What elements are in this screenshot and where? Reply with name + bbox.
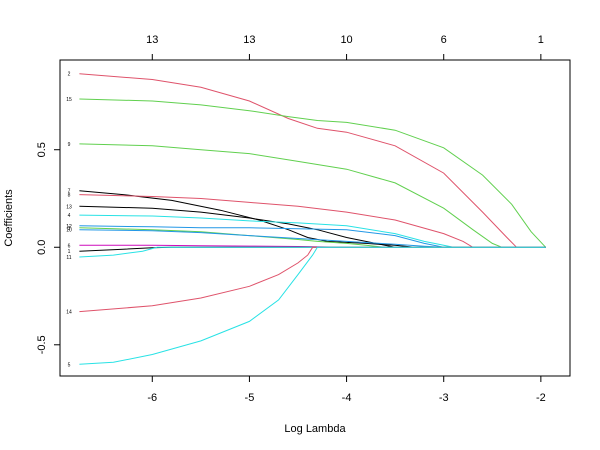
series-label-14: 14 <box>66 310 72 316</box>
series-label-1: 1 <box>68 249 71 255</box>
series-label-5: 5 <box>68 362 71 368</box>
series-label-4: 4 <box>68 213 71 219</box>
series-line-3 <box>79 227 546 248</box>
y-tick-label: -0.5 <box>36 335 48 354</box>
series-label-10: 10 <box>66 228 72 234</box>
series-line-7 <box>79 190 546 248</box>
x-tick-label: -6 <box>147 392 157 404</box>
plot-frame <box>59 59 571 377</box>
series-label-2: 2 <box>68 72 71 78</box>
series-line-9 <box>79 143 546 248</box>
top-tick-label: 10 <box>340 34 352 46</box>
top-tick-label: 6 <box>441 34 447 46</box>
series-line-14 <box>79 246 546 313</box>
x-axis-title: Log Lambda <box>284 423 346 435</box>
series-label-6: 6 <box>68 243 71 249</box>
series-label-12: 12 <box>66 224 72 230</box>
series-label-13: 13 <box>66 204 72 210</box>
x-axis: -6 -5 -4 -3 -2 <box>147 376 546 404</box>
top-axis: 13 13 10 6 1 <box>146 34 544 60</box>
series-label-3: 3 <box>68 226 71 232</box>
series-line-4 <box>79 214 546 248</box>
top-tick-label: 13 <box>243 34 255 46</box>
series-line-12 <box>79 225 546 248</box>
series-label-7: 7 <box>68 189 71 195</box>
series-label-15: 15 <box>66 97 72 103</box>
x-tick-label: -4 <box>342 392 352 404</box>
series-label-11: 11 <box>66 255 71 261</box>
y-tick-label: 0.0 <box>36 240 48 255</box>
series-label-8: 8 <box>68 193 71 199</box>
series-line-8 <box>79 194 546 248</box>
y-axis: -0.5 0.0 0.5 <box>36 142 60 354</box>
y-axis-title: Coefficients <box>3 189 15 247</box>
series-line-15 <box>79 98 547 248</box>
x-tick-label: -3 <box>439 392 449 404</box>
series-line-11 <box>79 246 546 258</box>
series-lines <box>79 73 547 365</box>
x-tick-label: -2 <box>536 392 546 404</box>
x-tick-label: -5 <box>245 392 255 404</box>
series-line-5 <box>79 246 546 365</box>
series-label-9: 9 <box>68 142 71 148</box>
y-tick-label: 0.5 <box>36 142 48 157</box>
top-tick-label: 1 <box>538 34 544 46</box>
series-line-2 <box>79 73 546 248</box>
top-tick-label: 13 <box>146 34 158 46</box>
